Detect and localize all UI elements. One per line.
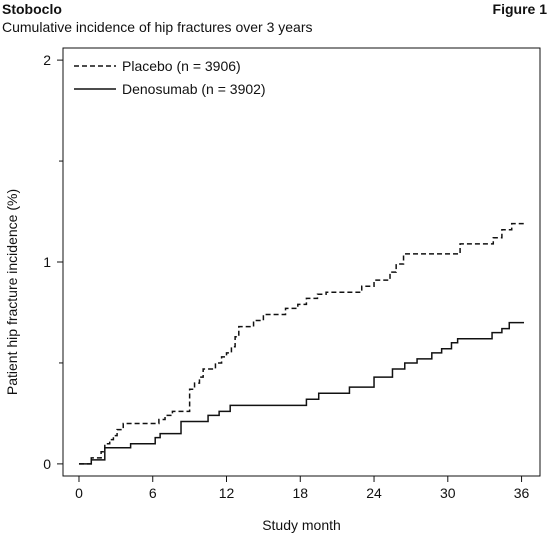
y-tick-label: 0: [43, 456, 51, 472]
series-line-1: [78, 321, 525, 465]
x-tick-label: 18: [292, 485, 308, 501]
x-tick-label: 36: [514, 485, 530, 501]
series-line-0: [78, 222, 525, 465]
y-tick-label: 2: [43, 52, 51, 68]
x-axis-label: Study month: [262, 517, 341, 533]
chart-subtitle: Cumulative incidence of hip fractures ov…: [2, 19, 313, 35]
x-tick-label: 6: [149, 485, 157, 501]
figure-label: Figure 1: [492, 1, 547, 17]
x-tick-label: 12: [219, 485, 235, 501]
x-tick-label: 0: [75, 485, 83, 501]
x-tick-label: 30: [440, 485, 456, 501]
x-tick-label: 24: [366, 485, 382, 501]
legend-label-1: Denosumab (n = 3902): [122, 81, 266, 97]
y-axis-label: Patient hip fracture incidence (%): [4, 189, 20, 395]
y-tick-label: 1: [43, 254, 51, 270]
legend-label-0: Placebo (n = 3906): [122, 58, 241, 74]
plot-frame: [62, 47, 541, 477]
chart-title: Stoboclo: [2, 1, 62, 17]
